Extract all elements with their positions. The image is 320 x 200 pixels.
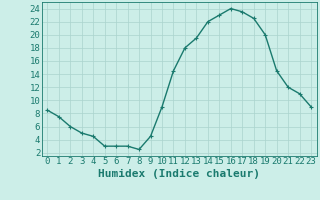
X-axis label: Humidex (Indice chaleur): Humidex (Indice chaleur) — [98, 169, 260, 179]
